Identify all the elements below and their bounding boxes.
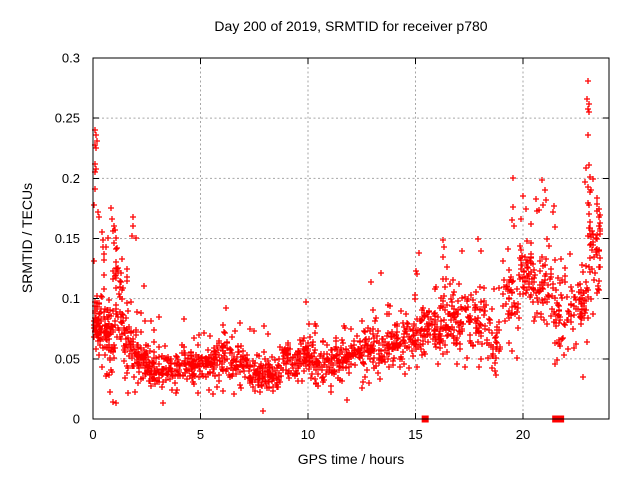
y-tick-label: 0.1 (62, 291, 80, 306)
y-tick-label: 0 (73, 412, 80, 427)
x-tick-label: 0 (89, 427, 96, 442)
y-tick-label: 0.15 (55, 231, 80, 246)
chart-title: Day 200 of 2019, SRMTID for receiver p78… (214, 18, 488, 34)
x-tick-label: 15 (408, 427, 422, 442)
y-tick-label: 0.2 (62, 171, 80, 186)
y-tick-label: 0.25 (55, 111, 80, 126)
scatter-points (91, 78, 603, 414)
x-tick-label: 5 (197, 427, 204, 442)
x-tick-label: 10 (301, 427, 315, 442)
x-axis-label: GPS time / hours (297, 451, 405, 467)
x-tick-label: 20 (516, 427, 530, 442)
y-tick-label: 0.05 (55, 351, 80, 366)
y-tick-label: 0.3 (62, 51, 80, 66)
